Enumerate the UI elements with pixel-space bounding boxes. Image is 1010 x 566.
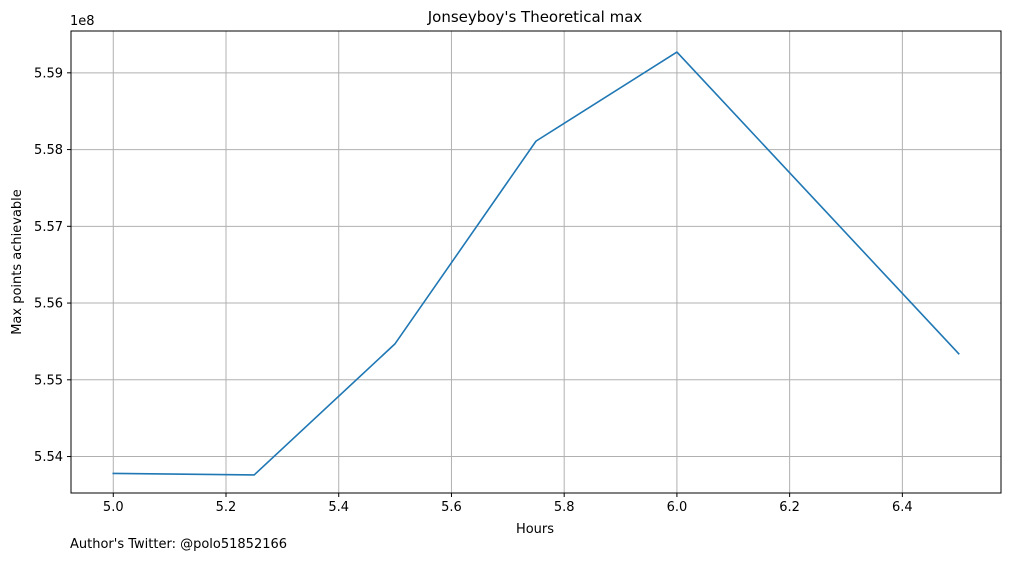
x-tick-label: 5.0 xyxy=(103,500,124,515)
y-tick-label: 5.58 xyxy=(34,143,63,158)
grid xyxy=(71,31,1001,493)
x-axis-ticks: 5.0 5.2 5.4 5.6 5.8 6.0 6.2 6.4 xyxy=(103,493,913,515)
y-tick-label: 5.56 xyxy=(34,297,63,312)
chart-title: Jonseyboy's Theoretical max xyxy=(427,8,643,26)
y-axis-label: Max points achievable xyxy=(10,189,25,335)
x-axis-label: Hours xyxy=(516,522,554,537)
x-tick-label: 5.4 xyxy=(328,500,349,515)
x-tick-label: 5.2 xyxy=(216,500,237,515)
author-twitter-note: Author's Twitter: @polo51852166 xyxy=(70,537,287,552)
y-tick-label: 5.57 xyxy=(34,220,63,235)
series-line xyxy=(113,52,958,475)
x-tick-label: 6.4 xyxy=(892,500,913,515)
series-layer xyxy=(113,52,958,475)
plot-frame xyxy=(71,31,1001,493)
y-tick-label: 5.54 xyxy=(34,450,63,465)
x-tick-label: 6.2 xyxy=(779,500,800,515)
y-tick-label: 5.55 xyxy=(34,373,63,388)
x-tick-label: 5.6 xyxy=(441,500,462,515)
y-axis-offset-label: 1e8 xyxy=(70,14,95,29)
x-tick-label: 6.0 xyxy=(667,500,688,515)
x-tick-label: 5.8 xyxy=(554,500,575,515)
y-axis-ticks: 5.54 5.55 5.56 5.57 5.58 5.59 xyxy=(34,66,71,465)
y-tick-label: 5.59 xyxy=(34,66,63,81)
